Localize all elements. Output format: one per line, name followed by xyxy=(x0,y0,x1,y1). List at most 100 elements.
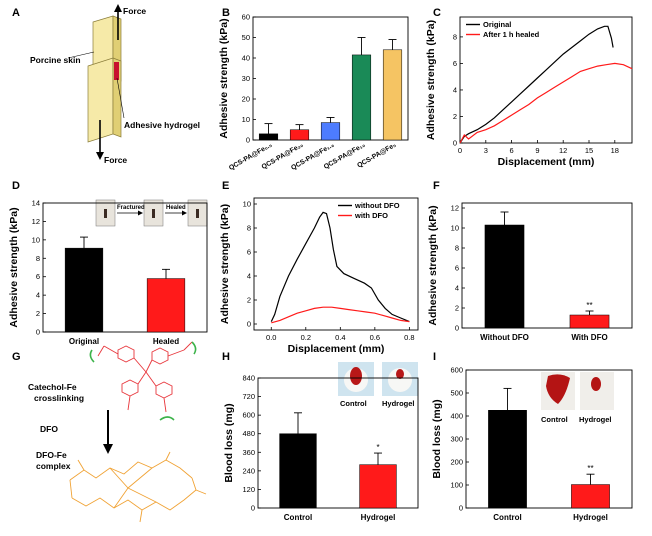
y-tick-label: 4 xyxy=(455,284,459,293)
panel-label-a: A xyxy=(12,7,20,19)
x-axis-label: Displacement (mm) xyxy=(498,156,595,168)
x-tick-label: 0.2 xyxy=(301,333,311,342)
panel-i-chart: 0 100 200 300 400 500 600 Blood loss (mg) Contro… xyxy=(431,366,633,522)
legend-label: with DFO xyxy=(354,211,388,220)
y-tick-label: 200 xyxy=(450,458,463,467)
bar-2 xyxy=(146,278,186,333)
y-tick-label: 2 xyxy=(453,112,457,121)
y-tick-label: 30 xyxy=(242,74,250,83)
x-tick-label: 18 xyxy=(611,146,619,155)
y-tick-label: 4 xyxy=(36,291,40,300)
y-tick-label: 8 xyxy=(453,32,457,41)
x-tick-label: 0.8 xyxy=(404,333,414,342)
y-tick-label: 8 xyxy=(247,224,251,233)
inset-d-sample-original xyxy=(104,209,107,218)
x-tick-label: 6 xyxy=(510,146,514,155)
y-tick-label: 20 xyxy=(242,95,250,104)
panel-label-d: D xyxy=(12,180,20,192)
series-line-2 xyxy=(459,62,633,144)
green-chain-left xyxy=(89,349,95,363)
category-label: Hydrogel xyxy=(361,513,396,522)
catechol-label-line1: Catechol-Fe xyxy=(28,382,77,392)
x-tick-label: 9 xyxy=(535,146,539,155)
category-label: Control xyxy=(284,513,312,522)
y-tick-label: 2 xyxy=(36,309,40,318)
x-tick-label: 0.4 xyxy=(335,333,345,342)
inset-h-blood-hydrogel xyxy=(396,369,404,379)
inset-h-plate-hydrogel xyxy=(388,368,412,392)
inset-h-blood-control xyxy=(350,367,362,385)
inset-i-control-label: Control xyxy=(541,415,568,424)
inset-i-hydrogel-label: Hydrogel xyxy=(579,415,612,424)
bar-1 xyxy=(484,224,525,329)
panel-label-h: H xyxy=(222,351,230,363)
y-tick-label: 10 xyxy=(243,200,251,209)
y-tick-label: 720 xyxy=(242,392,255,401)
y-tick-label: 4 xyxy=(247,272,251,281)
category-label: Original xyxy=(69,337,99,346)
panel-d-plot-frame xyxy=(42,202,208,333)
y-axis-label: Adhesive strength (kPa) xyxy=(8,207,20,327)
y-tick-label: 60 xyxy=(242,13,250,22)
panel-e-plot-frame xyxy=(253,197,419,331)
legend-label: After 1 h healed xyxy=(483,30,540,39)
inset-d-sample-healed xyxy=(196,209,199,218)
y-tick-label: 12 xyxy=(451,204,459,213)
y-axis-label: Adhesive strength (kPa) xyxy=(427,205,439,325)
y-tick-label: 240 xyxy=(242,466,255,475)
category-label: Control xyxy=(493,513,521,522)
y-tick-label: 480 xyxy=(242,429,255,438)
panel-c-chart: 0 2 4 6 8 Adhesive strength (kPa) Displacement… xyxy=(425,16,633,168)
x-tick-label: 12 xyxy=(559,146,567,155)
inset-i-photos: Control Hydrogel xyxy=(541,372,614,424)
inset-h-control-label: Control xyxy=(340,399,367,408)
panel-label-e: E xyxy=(222,180,229,192)
panel-c-plot-frame xyxy=(459,16,633,144)
panel-f-plot-frame xyxy=(461,202,633,329)
y-tick-label: 0 xyxy=(247,320,251,329)
x-tick-label: 0 xyxy=(458,146,462,155)
y-tick-label: 600 xyxy=(450,366,463,375)
bar-2 xyxy=(359,464,397,509)
y-tick-label: 12 xyxy=(32,217,40,226)
panel-e-chart: 0 2 4 6 8 10 Adhesive strength (kPa) Displaceme… xyxy=(219,197,419,355)
bar-1 xyxy=(488,410,527,509)
green-chain-right xyxy=(191,341,197,355)
y-tick-label: 0 xyxy=(455,324,459,333)
y-tick-label: 360 xyxy=(242,448,255,457)
y-axis-label: Blood loss (mg) xyxy=(223,403,235,482)
category-label: Without DFO xyxy=(480,333,529,342)
y-tick-label: 6 xyxy=(453,59,457,68)
category-label: Healed xyxy=(153,337,179,346)
bar-1 xyxy=(279,433,317,509)
panel-label-f: F xyxy=(433,180,440,192)
bar-1 xyxy=(258,133,279,141)
bar-3 xyxy=(320,122,341,141)
x-tick-label: 0.6 xyxy=(370,333,380,342)
panel-label-b: B xyxy=(222,7,230,19)
panel-f-chart: 0 2 4 6 8 10 12 Adhesive strength (kPa) Without … xyxy=(427,202,633,342)
y-tick-label: 300 xyxy=(450,435,463,444)
panel-h-plot-frame xyxy=(257,377,419,509)
panel-label-g: G xyxy=(12,351,21,363)
y-tick-label: 6 xyxy=(247,248,251,257)
bar-4 xyxy=(351,54,372,141)
y-tick-label: 100 xyxy=(450,481,463,490)
y-axis-label: Adhesive strength (kPa) xyxy=(218,18,230,138)
y-tick-label: 8 xyxy=(455,244,459,253)
y-tick-label: 0 xyxy=(251,504,255,513)
skin-leader-line xyxy=(67,51,95,59)
y-tick-label: 600 xyxy=(242,411,255,420)
x-tick-label: 3 xyxy=(484,146,488,155)
force-arrowhead-up xyxy=(114,4,122,12)
significance-marker: * xyxy=(376,443,379,452)
y-tick-label: 400 xyxy=(450,412,463,421)
panel-label-c: C xyxy=(433,7,441,19)
bar-1 xyxy=(64,247,104,333)
y-tick-label: 0 xyxy=(459,504,463,513)
significance-marker: ** xyxy=(586,301,592,310)
force-arrowhead-down xyxy=(96,152,104,160)
y-tick-label: 6 xyxy=(455,264,459,273)
